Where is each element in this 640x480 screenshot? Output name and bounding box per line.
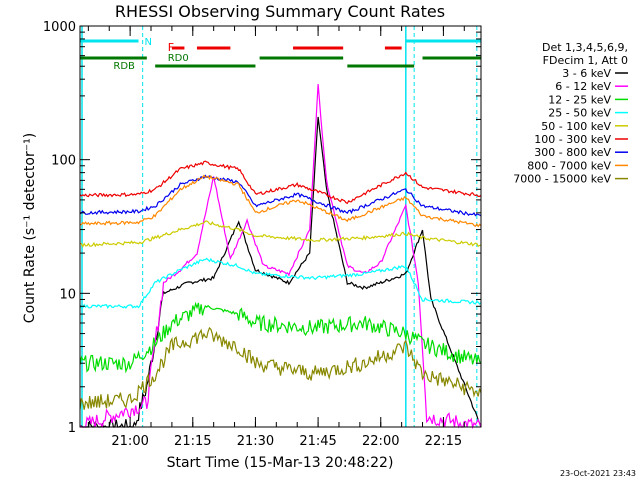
legend-label-800-7000: 800 - 7000 keV bbox=[527, 159, 611, 172]
series-line-50-100 bbox=[79, 220, 482, 248]
legend-label-3-6: 3 - 6 keV bbox=[562, 67, 611, 80]
legend-label-50-100: 50 - 100 keV bbox=[541, 120, 611, 133]
series-line-7000-15000 bbox=[79, 326, 482, 410]
series-line-12-25 bbox=[79, 301, 482, 374]
axes: 1 10 100 1000 21:00 21:15 21:30 21:45 22:00 22:15 bbox=[43, 20, 482, 449]
legend-label-12-25: 12 - 25 keV bbox=[548, 93, 611, 106]
legend-header-line: FDecim 1, Att 0 bbox=[543, 54, 628, 67]
chart-title: RHESSI Observing Summary Count Rates bbox=[115, 2, 445, 21]
x-tick-label: 21:00 bbox=[111, 434, 148, 449]
legend-label-300-800: 300 - 800 keV bbox=[534, 146, 611, 159]
y-tick-label: 100 bbox=[51, 154, 76, 169]
x-tick-label: 21:45 bbox=[299, 434, 336, 449]
plot-area bbox=[80, 26, 481, 427]
series-line-6-12 bbox=[79, 84, 482, 430]
flag-label-rdb: RDB bbox=[113, 61, 135, 72]
y-axis-label: Count Rate (s⁻¹ detector⁻¹) bbox=[22, 133, 38, 323]
y-tick-label: 10 bbox=[59, 287, 76, 302]
y-tick-label: 1000 bbox=[43, 20, 76, 35]
x-axis-label: Start Time (15-Mar-13 20:48:22) bbox=[167, 455, 394, 471]
legend-label-25-50: 25 - 50 keV bbox=[548, 107, 611, 120]
plot-frame bbox=[79, 25, 482, 428]
series-line-300-800 bbox=[79, 174, 482, 217]
x-tick-label: 22:00 bbox=[362, 434, 399, 449]
series-line-800-7000 bbox=[80, 174, 482, 228]
x-tick-label: 21:15 bbox=[174, 434, 211, 449]
series-line-3-6 bbox=[79, 116, 482, 428]
legend-label-7000-15000: 7000 - 15000 keV bbox=[513, 173, 611, 186]
footer-timestamp: 23-Oct-2021 23:43 bbox=[560, 469, 636, 478]
x-tick-label: 21:30 bbox=[237, 434, 274, 449]
legend-label-100-300: 100 - 300 keV bbox=[534, 133, 611, 146]
flag-label-n: N bbox=[144, 37, 151, 48]
legend-header-line: Det 1,3,4,5,6,9, bbox=[542, 41, 628, 54]
series-line-100-300 bbox=[79, 160, 482, 205]
series-line-25-50 bbox=[79, 257, 482, 309]
legend-label-6-12: 6 - 12 keV bbox=[555, 80, 611, 93]
x-tick-label: 22:15 bbox=[425, 434, 462, 449]
flag-label-f: F bbox=[168, 41, 174, 54]
series-group bbox=[79, 84, 482, 430]
y-tick-label: 1 bbox=[68, 421, 76, 436]
flag-label-rd0: RD0 bbox=[168, 53, 189, 64]
legend: Det 1,3,4,5,6,9,FDecim 1, Att 03 - 6 keV… bbox=[513, 41, 628, 186]
